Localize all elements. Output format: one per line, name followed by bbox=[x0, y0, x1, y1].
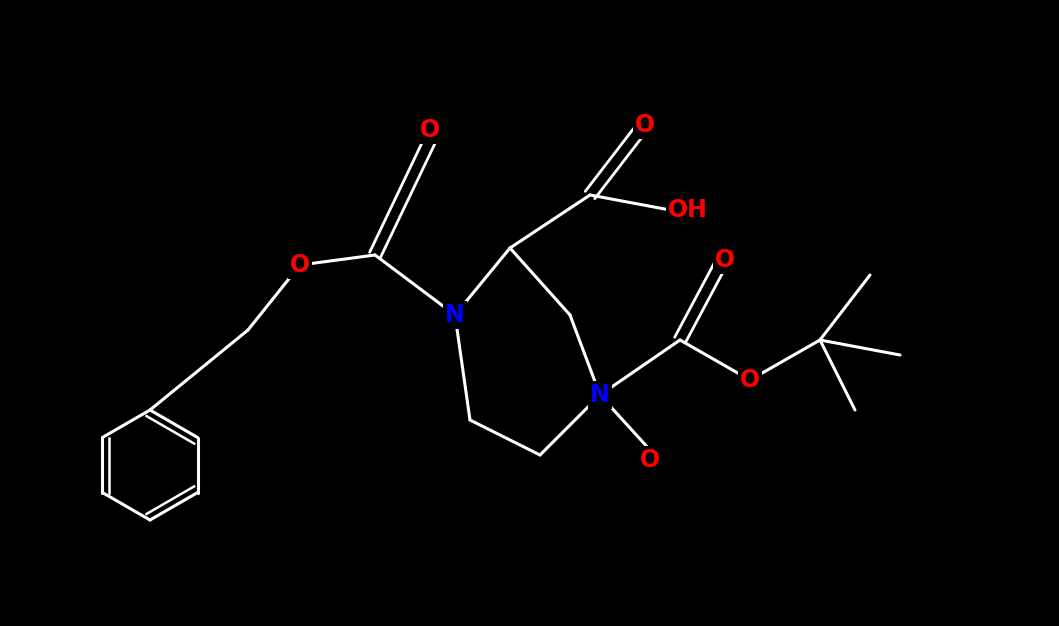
Text: N: N bbox=[590, 383, 610, 407]
Text: N: N bbox=[445, 303, 465, 327]
Text: O: O bbox=[640, 448, 660, 472]
Text: O: O bbox=[740, 368, 760, 392]
Text: O: O bbox=[420, 118, 441, 142]
Text: O: O bbox=[290, 253, 310, 277]
Text: O: O bbox=[635, 113, 656, 137]
Text: O: O bbox=[715, 248, 735, 272]
Text: OH: OH bbox=[668, 198, 707, 222]
